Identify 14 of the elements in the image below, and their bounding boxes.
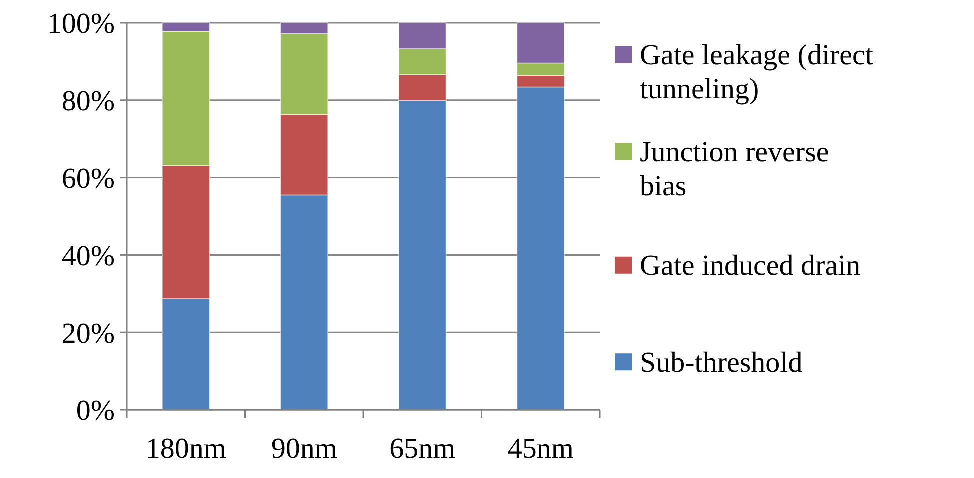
y-tick-label: 20% bbox=[62, 318, 115, 350]
y-tick-label: 80% bbox=[62, 86, 115, 118]
y-tick-label: 60% bbox=[62, 162, 115, 195]
y-tick-label: 40% bbox=[62, 240, 115, 272]
legend-label: Junction reverse bias bbox=[640, 136, 830, 202]
x-tick-label: 45nm bbox=[508, 433, 574, 465]
y-tick-label: 0% bbox=[76, 395, 115, 428]
x-tick-label: 90nm bbox=[271, 433, 338, 465]
x-tick-label: 180nm bbox=[146, 433, 227, 465]
x-tick-label: 65nm bbox=[390, 433, 456, 465]
legend-label: Gate induced drain bbox=[640, 250, 862, 282]
legend-label: Gate leakage (direct tunneling) bbox=[640, 40, 874, 106]
y-tick-label: 100% bbox=[47, 8, 115, 40]
legend-label: Sub-threshold bbox=[640, 346, 804, 379]
